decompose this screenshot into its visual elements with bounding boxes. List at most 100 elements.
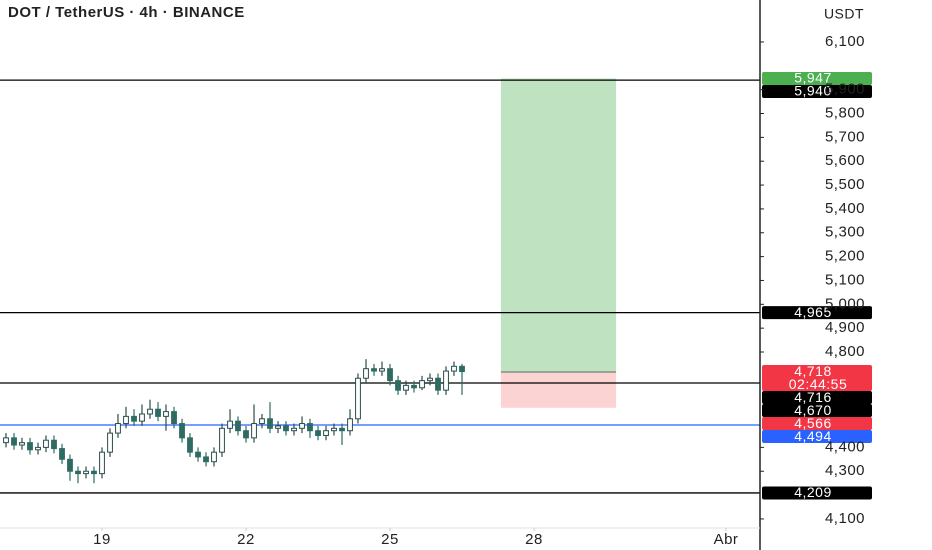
candle-body bbox=[59, 448, 65, 460]
y-tick-label: 4,800 bbox=[825, 343, 865, 360]
candle-body bbox=[259, 418, 265, 425]
candle-body bbox=[251, 423, 257, 439]
candle-body bbox=[419, 380, 425, 389]
candle-body bbox=[11, 437, 17, 446]
price-badge-label: 4,209 bbox=[794, 484, 832, 500]
price-badge-label: 5,940 bbox=[794, 83, 832, 99]
candle-body bbox=[339, 427, 345, 432]
chart-title: DOT / TetherUS · 4h · BINANCE bbox=[8, 4, 245, 21]
candle-body bbox=[451, 365, 457, 372]
x-tick-label: Abr bbox=[714, 531, 739, 548]
price-badge-label: 4,718 bbox=[794, 363, 832, 379]
candle-body bbox=[203, 456, 209, 463]
x-tick-label: 22 bbox=[237, 531, 255, 548]
countdown-label: 02:44:55 bbox=[789, 376, 848, 392]
candle-body bbox=[187, 437, 193, 453]
price-badge-label: 5,947 bbox=[794, 70, 832, 86]
candle-body bbox=[27, 442, 33, 451]
candle-body bbox=[307, 423, 313, 432]
x-tick-label: 28 bbox=[525, 531, 543, 548]
candle-body bbox=[179, 423, 185, 439]
y-tick-label: 5,000 bbox=[825, 295, 865, 312]
candle-body bbox=[35, 446, 41, 451]
y-tick-label: 5,300 bbox=[825, 224, 865, 241]
candle-body bbox=[387, 368, 393, 382]
candle-body bbox=[435, 377, 441, 391]
candle-body bbox=[3, 437, 9, 444]
candle-body bbox=[355, 377, 361, 420]
candle-body bbox=[283, 425, 289, 432]
price-labels: 5,9475,9404,9654,71802:44:554,7164,6704,… bbox=[762, 70, 872, 500]
candle-body bbox=[227, 420, 233, 429]
y-tick-label: 5,600 bbox=[825, 152, 865, 169]
candle-body bbox=[67, 458, 73, 472]
candle-body bbox=[115, 423, 121, 434]
price-badge bbox=[762, 84, 872, 98]
candle-body bbox=[155, 408, 161, 417]
candle-body bbox=[299, 423, 305, 429]
y-tick-label: 5,100 bbox=[825, 271, 865, 288]
candle-body bbox=[371, 368, 377, 372]
y-tick-label: 4,900 bbox=[825, 319, 865, 336]
candle-body bbox=[131, 415, 137, 422]
price-badge-label: 4,716 bbox=[794, 389, 832, 405]
candle-body bbox=[331, 427, 337, 432]
candle-body bbox=[19, 442, 25, 446]
candle-body bbox=[291, 427, 297, 432]
candle-body bbox=[123, 415, 129, 425]
price-badge bbox=[762, 71, 872, 85]
candle-body bbox=[99, 451, 105, 475]
x-tick-label: 25 bbox=[381, 531, 399, 548]
stop-zone bbox=[500, 372, 617, 408]
candle-body bbox=[315, 430, 321, 436]
candle-body bbox=[443, 370, 449, 391]
price-badge bbox=[762, 365, 872, 392]
y-tick-label: 5,700 bbox=[825, 128, 865, 145]
candle-body bbox=[403, 384, 409, 391]
candle-body bbox=[171, 411, 177, 425]
candle-body bbox=[323, 430, 329, 436]
candle-body bbox=[91, 470, 97, 475]
plot-area bbox=[0, 78, 760, 494]
candle-body bbox=[427, 377, 433, 382]
candle-body bbox=[43, 439, 49, 448]
y-tick-label: 5,400 bbox=[825, 200, 865, 217]
candle-body bbox=[411, 384, 417, 389]
price-badge-label: 4,965 bbox=[794, 304, 832, 320]
candle-body bbox=[243, 430, 249, 439]
candle-body bbox=[51, 439, 57, 450]
candle-body bbox=[347, 418, 353, 432]
price-badge bbox=[762, 430, 872, 444]
price-badge-label: 4,494 bbox=[794, 428, 832, 444]
candle-body bbox=[75, 470, 81, 475]
y-tick-label: 6,100 bbox=[825, 33, 865, 50]
price-badge bbox=[762, 486, 872, 500]
target-zone bbox=[500, 78, 617, 373]
y-tick-label: 5,800 bbox=[825, 104, 865, 121]
price-badge-label: 4,566 bbox=[794, 415, 832, 431]
price-badge bbox=[762, 417, 872, 431]
candle-body bbox=[107, 432, 113, 453]
y-tick-label: 5,900 bbox=[825, 81, 865, 98]
y-tick-label: 5,200 bbox=[825, 248, 865, 265]
candle-body bbox=[83, 470, 89, 475]
y-tick-label: 4,400 bbox=[825, 438, 865, 455]
y-tick-label: 5,500 bbox=[825, 176, 865, 193]
candle-body bbox=[459, 365, 465, 373]
y-axis-label: USDT bbox=[824, 6, 864, 22]
candle-body bbox=[219, 427, 225, 453]
y-tick-label: 4,300 bbox=[825, 462, 865, 479]
y-tick-label: 4,100 bbox=[825, 510, 865, 527]
candle-body bbox=[395, 380, 401, 391]
candle-body bbox=[363, 368, 369, 379]
candle-body bbox=[211, 451, 217, 463]
candle-body bbox=[139, 413, 145, 422]
price-badge bbox=[762, 306, 872, 320]
candle-body bbox=[195, 451, 201, 458]
price-badge bbox=[762, 391, 872, 405]
candle-body bbox=[235, 420, 241, 432]
candle-body bbox=[147, 408, 153, 415]
candle-body bbox=[163, 411, 169, 417]
x-tick-label: 19 bbox=[93, 531, 111, 548]
